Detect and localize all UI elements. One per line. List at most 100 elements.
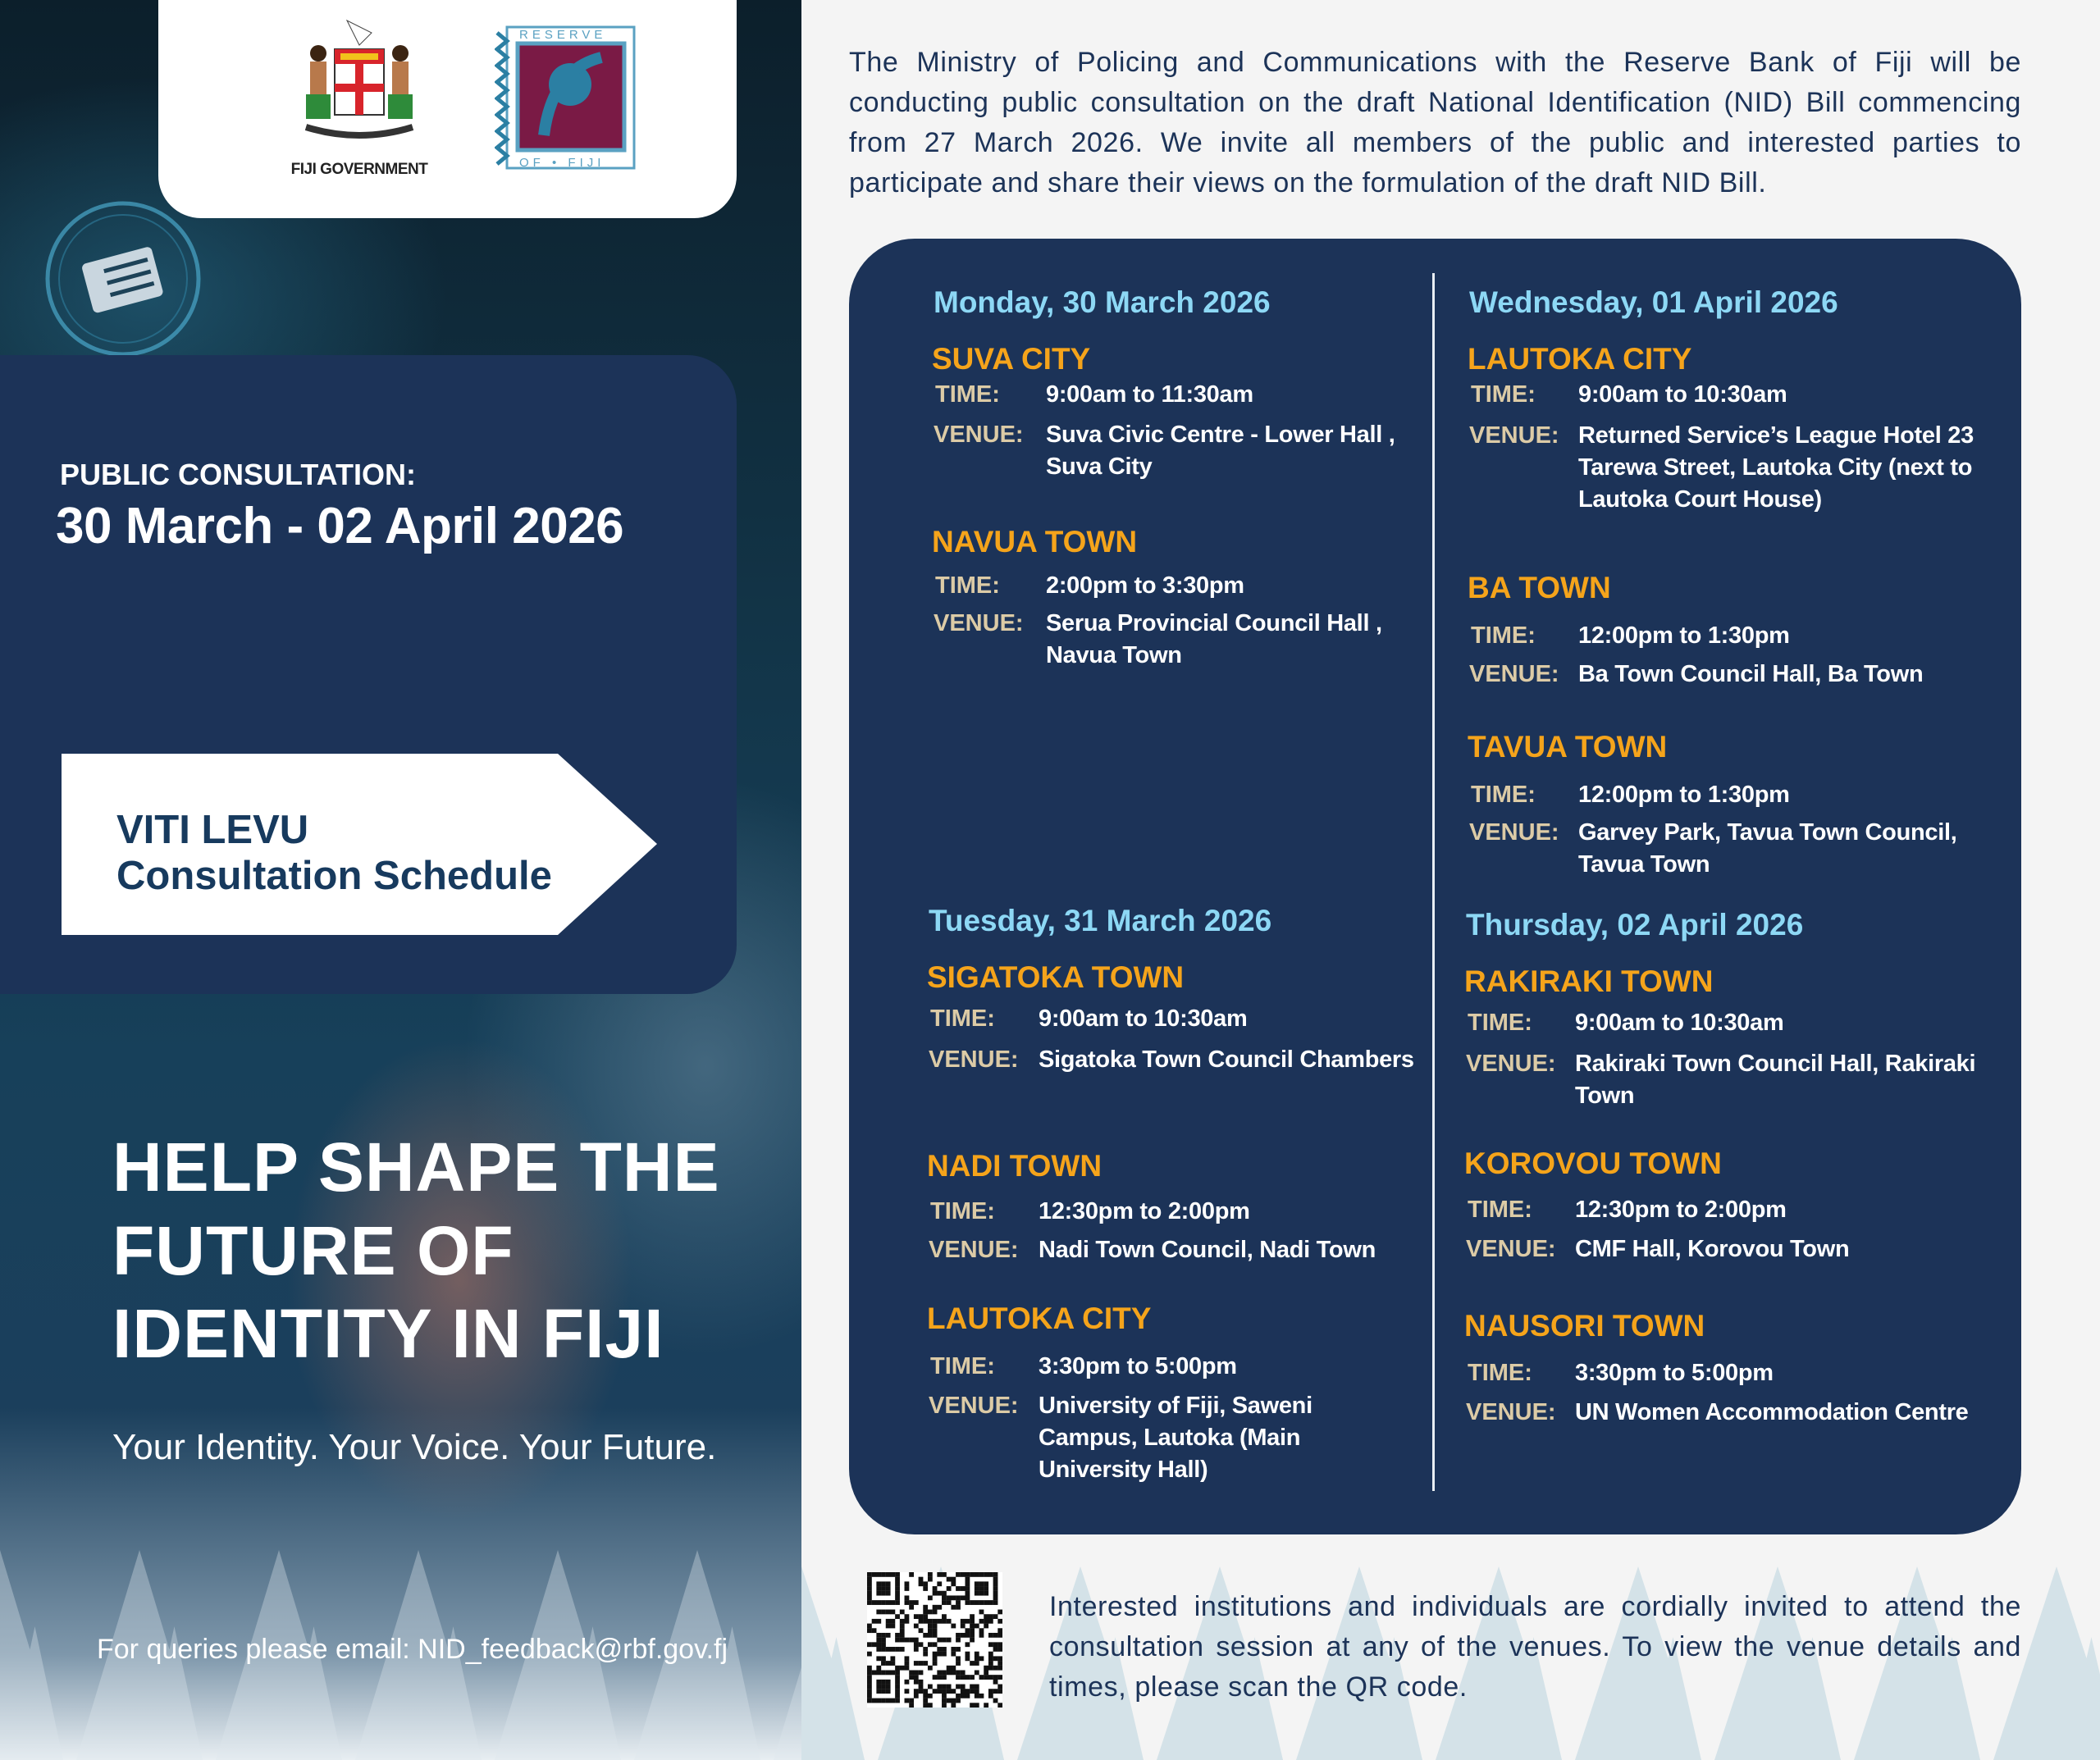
- column-divider: [1432, 273, 1435, 1491]
- pattern-triangle: [2063, 1637, 2100, 1760]
- venue-label: VENUE:: [929, 1393, 1019, 1419]
- schedule-banner-arrow: [62, 754, 657, 935]
- public-consultation-label: PUBLIC CONSULTATION:: [60, 458, 416, 491]
- banner-subtitle: Consultation Schedule: [116, 854, 552, 898]
- session-time: 9:00am to 10:30am: [1575, 1010, 1784, 1036]
- venue-label: VENUE:: [1466, 1236, 1556, 1262]
- session-time: 9:00am to 11:30am: [1046, 381, 1253, 408]
- venue-label: VENUE:: [1469, 661, 1559, 687]
- town-heading: LAUTOKA CITY: [927, 1302, 1152, 1335]
- pattern-triangle: [7, 1626, 63, 1760]
- session-time: 12:30pm to 2:00pm: [1039, 1198, 1250, 1224]
- session-time: 12:00pm to 1:30pm: [1578, 782, 1790, 808]
- pattern-triangle: [564, 1626, 621, 1760]
- time-label: TIME:: [935, 381, 1000, 408]
- pattern-triangle: [285, 1626, 342, 1760]
- fiji-government-label: FIJI GOVERNMENT: [290, 161, 428, 178]
- town-heading: NAUSORI TOWN: [1464, 1309, 1705, 1343]
- session-time: 9:00am to 10:30am: [1039, 1005, 1248, 1032]
- pattern-triangle: [146, 1626, 203, 1760]
- pattern-triangle: [774, 1667, 801, 1760]
- time-label: TIME:: [1471, 782, 1536, 808]
- rbf-logo-text: RESERVE: [519, 28, 606, 42]
- session-time: 3:30pm to 5:00pm: [1575, 1360, 1774, 1386]
- town-heading: SUVA CITY: [932, 342, 1091, 376]
- time-label: TIME:: [1468, 1360, 1532, 1386]
- pattern-triangle: [1226, 1637, 1283, 1760]
- session-time: 12:30pm to 2:00pm: [1575, 1197, 1787, 1223]
- banner-region: VITI LEVU: [116, 808, 309, 852]
- town-heading: BA TOWN: [1468, 571, 1611, 604]
- session-venue: Serua Provincial Council Hall , Navua To…: [1046, 610, 1382, 668]
- day-heading: Tuesday, 31 March 2026: [929, 904, 1272, 937]
- venue-label: VENUE:: [1469, 422, 1559, 449]
- pattern-triangle: [634, 1550, 760, 1760]
- venue-label: VENUE:: [929, 1237, 1019, 1263]
- venue-label: VENUE:: [1466, 1399, 1556, 1425]
- fiji-coat-of-arms-logo: [304, 19, 414, 139]
- pattern-triangle: [1924, 1637, 1980, 1760]
- pattern-triangle: [1505, 1637, 1562, 1760]
- pattern-triangle: [808, 1637, 865, 1760]
- intro-paragraph: The Ministry of Policing and Communicati…: [849, 47, 2021, 198]
- town-heading: RAKIRAKI TOWN: [1464, 964, 1714, 998]
- pattern-triangle: [495, 1550, 621, 1760]
- time-label: TIME:: [1468, 1197, 1532, 1223]
- pattern-triangle: [216, 1550, 342, 1760]
- headline-line: IDENTITY IN FIJI: [112, 1295, 664, 1372]
- pattern-triangle: [704, 1626, 760, 1760]
- session-venue: Ba Town Council Hall, Ba Town: [1578, 661, 1924, 687]
- time-label: TIME:: [1471, 381, 1536, 408]
- time-label: TIME:: [930, 1353, 995, 1379]
- logo-card: FIJI GOVERNMENT RESERVE OF • FIJI: [158, 0, 737, 218]
- session-venue: UN Women Accommodation Centre: [1575, 1399, 1969, 1425]
- venue-label: VENUE:: [1466, 1051, 1556, 1077]
- pattern-triangle: [1087, 1637, 1144, 1760]
- day-heading: Wednesday, 01 April 2026: [1469, 285, 1838, 319]
- pattern-triangle: [1784, 1637, 1841, 1760]
- session-venue: Sigatoka Town Council Chambers: [1039, 1046, 1414, 1073]
- time-label: TIME:: [935, 572, 1000, 599]
- venue-label: VENUE:: [934, 422, 1024, 448]
- reserve-bank-of-fiji-logo: RESERVE OF • FIJI: [495, 25, 636, 170]
- headline-line: HELP SHAPE THE: [112, 1128, 720, 1206]
- time-label: TIME:: [930, 1198, 995, 1224]
- time-label: TIME:: [1471, 622, 1536, 649]
- schedule-panel: [849, 239, 2021, 1534]
- session-time: 9:00am to 10:30am: [1578, 381, 1787, 408]
- session-venue: CMF Hall, Korovou Town: [1575, 1236, 1850, 1262]
- document-screen-icon: [45, 201, 201, 357]
- town-heading: SIGATOKA TOWN: [927, 960, 1185, 994]
- day-heading: Monday, 30 March 2026: [934, 285, 1271, 319]
- day-heading: Thursday, 02 April 2026: [1466, 908, 1804, 942]
- town-heading: TAVUA TOWN: [1468, 730, 1668, 764]
- pattern-triangle: [1993, 1566, 2100, 1760]
- session-time: 2:00pm to 3:30pm: [1046, 572, 1244, 599]
- pattern-triangle: [1366, 1637, 1422, 1760]
- town-heading: NADI TOWN: [927, 1149, 1102, 1183]
- venue-label: VENUE:: [1469, 819, 1559, 846]
- pattern-triangle: [355, 1550, 482, 1760]
- consultation-dates: 30 March - 02 April 2026: [56, 498, 624, 554]
- session-venue: Nadi Town Council, Nadi Town: [1039, 1237, 1376, 1263]
- time-label: TIME:: [930, 1005, 995, 1032]
- time-label: TIME:: [1468, 1010, 1532, 1036]
- pattern-triangle: [76, 1550, 203, 1760]
- footer-invitation: Interested institutions and individuals …: [1049, 1591, 2021, 1703]
- venue-label: VENUE:: [934, 610, 1024, 636]
- session-time: 3:30pm to 5:00pm: [1039, 1353, 1237, 1379]
- session-venue: Suva Civic Centre - Lower Hall , Suva Ci…: [1046, 422, 1395, 480]
- session-venue: Rakiraki Town Council Hall, Rakiraki Tow…: [1575, 1051, 1976, 1109]
- tagline: Your Identity. Your Voice. Your Future.: [112, 1427, 717, 1467]
- tribal-pattern: [801, 1566, 2100, 1760]
- query-email[interactable]: For queries please email: NID_feedback@r…: [97, 1634, 728, 1665]
- pattern-triangle: [0, 1550, 63, 1760]
- session-venue: Garvey Park, Tavua Town Council, Tavua T…: [1578, 819, 1957, 878]
- town-heading: KOROVOU TOWN: [1464, 1147, 1722, 1180]
- town-heading: NAVUA TOWN: [932, 525, 1138, 559]
- headline-line: FUTURE OF: [112, 1212, 514, 1289]
- qr-code[interactable]: [867, 1572, 1002, 1708]
- session-venue: University of Fiji, Saweni Campus, Lauto…: [1039, 1393, 1312, 1483]
- session-time: 12:00pm to 1:30pm: [1578, 622, 1790, 649]
- venue-label: VENUE:: [929, 1046, 1019, 1073]
